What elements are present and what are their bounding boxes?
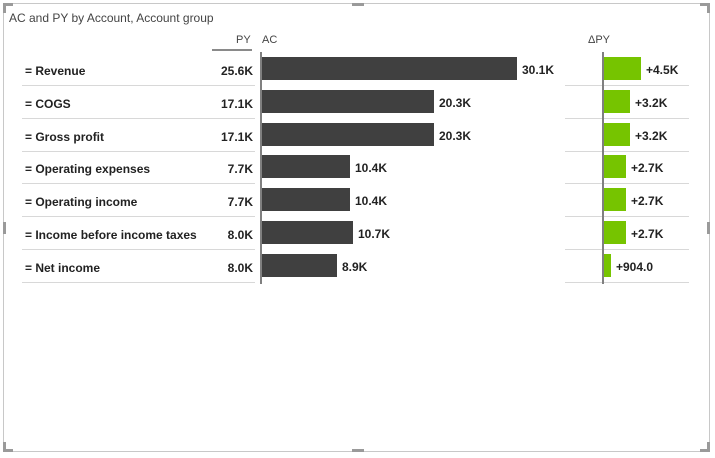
resize-handle-left[interactable] <box>3 222 6 234</box>
ac-column-header[interactable]: AC <box>262 34 278 46</box>
delta-py-bar[interactable] <box>604 57 641 80</box>
row-separator <box>22 281 255 283</box>
ac-bar[interactable] <box>262 221 353 244</box>
row-separator <box>22 117 255 119</box>
py-value: 25.6K <box>220 64 253 78</box>
ac-value: 10.7K <box>358 227 391 241</box>
ac-axis-line <box>260 52 262 284</box>
row-separator <box>22 249 255 250</box>
delta-py-bar[interactable] <box>604 221 626 244</box>
ac-value: 20.3K <box>439 128 472 143</box>
py-value: 7.7K <box>227 195 253 210</box>
row-label: = Net income <box>25 260 101 275</box>
delta-py-value: +904.0 <box>616 259 654 274</box>
delta-py-axis-line <box>602 52 604 284</box>
row-separator <box>565 85 689 86</box>
py-column-header[interactable]: PY <box>236 34 251 46</box>
delta-py-value: +2.7K <box>631 227 664 241</box>
ac-value: 10.4K <box>355 161 388 176</box>
delta-py-bar[interactable] <box>604 89 630 113</box>
ac-bar[interactable] <box>262 122 434 146</box>
visual-title: AC and PY by Account, Account group <box>9 11 214 25</box>
resize-handle-top-right[interactable] <box>700 3 710 6</box>
py-value: 7.7K <box>227 162 253 177</box>
row-separator <box>22 150 255 152</box>
delta-py-bar[interactable] <box>604 253 611 277</box>
delta-py-value: +4.5K <box>646 63 679 77</box>
delta-py-value: +3.2K <box>635 128 668 143</box>
delta-py-bar[interactable] <box>604 122 630 146</box>
row-separator <box>565 150 689 152</box>
ac-bar[interactable] <box>262 89 434 113</box>
py-value: 17.1K <box>220 96 253 111</box>
ac-bar[interactable] <box>262 155 350 179</box>
resize-handle-top-right-v[interactable] <box>707 3 710 13</box>
ac-bar[interactable] <box>262 253 337 277</box>
delta-py-bar[interactable] <box>604 155 626 179</box>
row-separator <box>565 249 689 250</box>
resize-handle-bottom-left[interactable] <box>3 449 13 452</box>
row-label: = Operating income <box>25 195 138 210</box>
resize-handle-top-left-v[interactable] <box>3 3 6 13</box>
resize-handle-right[interactable] <box>707 222 710 234</box>
resize-handle-bottom[interactable] <box>352 449 364 452</box>
ac-bar[interactable] <box>262 188 350 212</box>
delta-py-value: +2.7K <box>631 161 664 176</box>
delta-py-bar[interactable] <box>604 188 626 212</box>
row-separator <box>22 183 255 185</box>
row-separator <box>22 85 255 86</box>
ac-value: 20.3K <box>439 95 472 110</box>
row-label: = COGS <box>25 96 71 111</box>
resize-handle-bottom-left-v[interactable] <box>3 442 6 452</box>
row-label: = Operating expenses <box>25 162 151 177</box>
row-separator <box>565 117 689 119</box>
ac-value: 30.1K <box>522 63 555 77</box>
ac-bar[interactable] <box>262 57 517 80</box>
resize-handle-bottom-right-v[interactable] <box>707 442 710 452</box>
py-header-underline <box>212 49 252 51</box>
resize-handle-top-left[interactable] <box>3 3 13 6</box>
ac-value: 8.9K <box>342 259 368 274</box>
ac-value: 10.4K <box>355 194 388 209</box>
resize-handle-top[interactable] <box>352 3 364 6</box>
delta-py-column-header[interactable]: ΔPY <box>588 34 611 46</box>
row-label: = Gross profit <box>25 129 105 144</box>
row-separator <box>22 216 255 218</box>
row-separator <box>565 216 689 218</box>
row-separator <box>565 183 689 185</box>
py-value: 8.0K <box>227 228 253 242</box>
row-label: = Income before income taxes <box>25 228 197 242</box>
py-value: 17.1K <box>220 129 253 144</box>
py-value: 8.0K <box>227 260 253 275</box>
resize-handle-bottom-right[interactable] <box>700 449 710 452</box>
row-separator <box>565 281 689 283</box>
row-label: = Revenue <box>25 64 86 78</box>
delta-py-value: +2.7K <box>631 194 664 209</box>
delta-py-value: +3.2K <box>635 95 668 110</box>
